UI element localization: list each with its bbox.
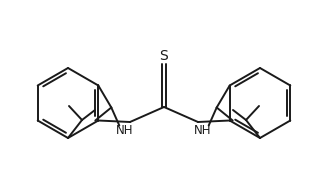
- Text: NH: NH: [194, 124, 212, 136]
- Text: S: S: [160, 49, 168, 63]
- Text: NH: NH: [116, 124, 134, 136]
